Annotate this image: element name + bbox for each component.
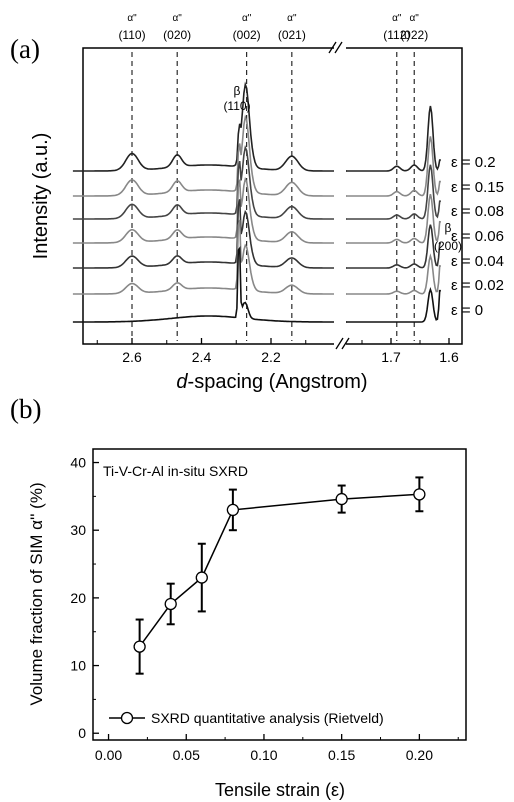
x-tick-label-b: 0.00 xyxy=(95,747,122,763)
data-point xyxy=(413,488,426,501)
reflection-hkl-label: (002) xyxy=(233,28,261,42)
diffraction-trace xyxy=(344,105,441,172)
reflection-phase-label: α" xyxy=(173,13,183,24)
y-axis-label-a: Intensity (a.u.) xyxy=(30,133,52,260)
strain-label: ε = 0.02 xyxy=(451,277,504,294)
data-point xyxy=(335,492,348,506)
x-tick-label-a: 1.6 xyxy=(439,349,459,365)
beta-phase-label: β xyxy=(445,221,452,235)
reflection-hkl-label: (020) xyxy=(163,28,191,42)
series-line xyxy=(138,493,420,648)
reflection-lines xyxy=(131,52,415,341)
diffraction-trace xyxy=(344,164,441,220)
plot-b-frame xyxy=(92,448,467,741)
legend-b: SXRD quantitative analysis (Rietveld) xyxy=(109,710,384,726)
data-point xyxy=(133,640,146,653)
y-tick-label-b: 10 xyxy=(70,658,86,674)
legend-b-marker xyxy=(120,711,134,725)
reflection-hkl-label: (112) xyxy=(383,28,410,42)
x-tick-label-b: 0.15 xyxy=(328,747,355,763)
strain-label: ε = 0.15 xyxy=(451,179,504,196)
reflection-phase-label: α" xyxy=(392,13,402,24)
series-b xyxy=(133,476,426,675)
x-tick-label-a: 1.7 xyxy=(381,349,401,365)
diffraction-trace xyxy=(72,176,347,244)
chart-b-title: Ti-V-Cr-Al in-situ SXRD xyxy=(103,463,248,479)
y-tick-label-b: 40 xyxy=(70,455,86,471)
diffraction-trace xyxy=(72,219,347,295)
diffraction-trace xyxy=(344,253,441,295)
y-tick-label-b: 20 xyxy=(70,590,86,606)
data-point xyxy=(195,571,208,584)
beta-hkl-label: (110) xyxy=(223,99,250,113)
beta-labels: β(110)β(200) xyxy=(223,84,462,253)
reflection-labels: α"(110)α"(020)α"(002)α"(021)α"(112)α"(02… xyxy=(118,13,428,42)
x-tick-label-a: 2.6 xyxy=(122,349,142,365)
diffraction-trace xyxy=(344,224,441,269)
beta-phase-label: β xyxy=(234,84,241,98)
panel-b: (b) Ti-V-Cr-Al in-situ SXRD 0.00 0.05 0.10… xyxy=(10,394,467,800)
axis-break-marks xyxy=(328,41,350,350)
beta-hkl-label: (200) xyxy=(434,239,462,253)
diffraction-trace xyxy=(72,145,347,220)
strain-label: ε = 0.2 xyxy=(451,154,496,171)
diffraction-trace xyxy=(72,114,347,197)
strain-label: ε = 0 xyxy=(451,302,483,319)
strain-label: ε = 0.08 xyxy=(451,203,504,220)
x-axis-label-a: d-spacing (Angstrom) xyxy=(176,371,367,393)
reflection-phase-label: α" xyxy=(127,13,137,24)
y-axis-label-b: Volume fraction of SIM α'' (%) xyxy=(27,482,46,705)
data-point xyxy=(164,597,177,611)
diffraction-traces xyxy=(72,81,441,323)
diffraction-trace xyxy=(344,136,441,197)
reflection-phase-label: α" xyxy=(242,13,252,24)
strain-label: ε = 0.04 xyxy=(451,253,504,270)
axes-b-ticks: 0.00 0.05 0.10 0.15 0.20 0 10 20 30 40 xyxy=(70,455,459,763)
strain-label: ε = 0.06 xyxy=(451,228,504,245)
diffraction-trace xyxy=(344,287,441,323)
legend-b-label: SXRD quantitative analysis (Rietveld) xyxy=(151,710,384,726)
y-tick-label-b: 0 xyxy=(78,725,86,741)
diffraction-trace xyxy=(72,245,347,323)
reflection-phase-label: α" xyxy=(410,13,420,24)
panel-a-label: (a) xyxy=(10,34,40,64)
x-axis-label-b: Tensile strain (ε) xyxy=(215,780,345,800)
x-tick-label-b: 0.10 xyxy=(250,747,277,763)
panel-b-label: (b) xyxy=(10,394,41,424)
x-tick-label-b: 0.05 xyxy=(173,747,200,763)
axis-break-gap xyxy=(334,40,346,350)
diffraction-trace xyxy=(344,194,441,244)
reflection-hkl-label: (021) xyxy=(278,28,306,42)
x-tick-label-b: 0.20 xyxy=(406,747,433,763)
x-ticks-a: 2.6 2.4 2.2 1.7 1.6 xyxy=(96,338,459,365)
diffraction-trace xyxy=(72,199,347,269)
x-tick-label-a: 2.2 xyxy=(261,349,281,365)
y-tick-label-b: 30 xyxy=(70,522,86,538)
panel-a: (a) α"(110)α"(020)α"(002)α"(021)α"(112)α… xyxy=(10,13,504,393)
reflection-hkl-label: (022) xyxy=(400,28,428,42)
x-tick-label-a: 2.4 xyxy=(192,349,212,365)
diffraction-trace xyxy=(72,81,347,172)
data-point xyxy=(226,503,240,517)
strain-labels: ε = 0.2 ε = 0.15 ε = 0.08 ε = 0.06 ε = 0.04 ε… xyxy=(451,154,504,319)
reflection-phase-label: α" xyxy=(287,13,297,24)
reflection-hkl-label: (110) xyxy=(118,28,145,42)
